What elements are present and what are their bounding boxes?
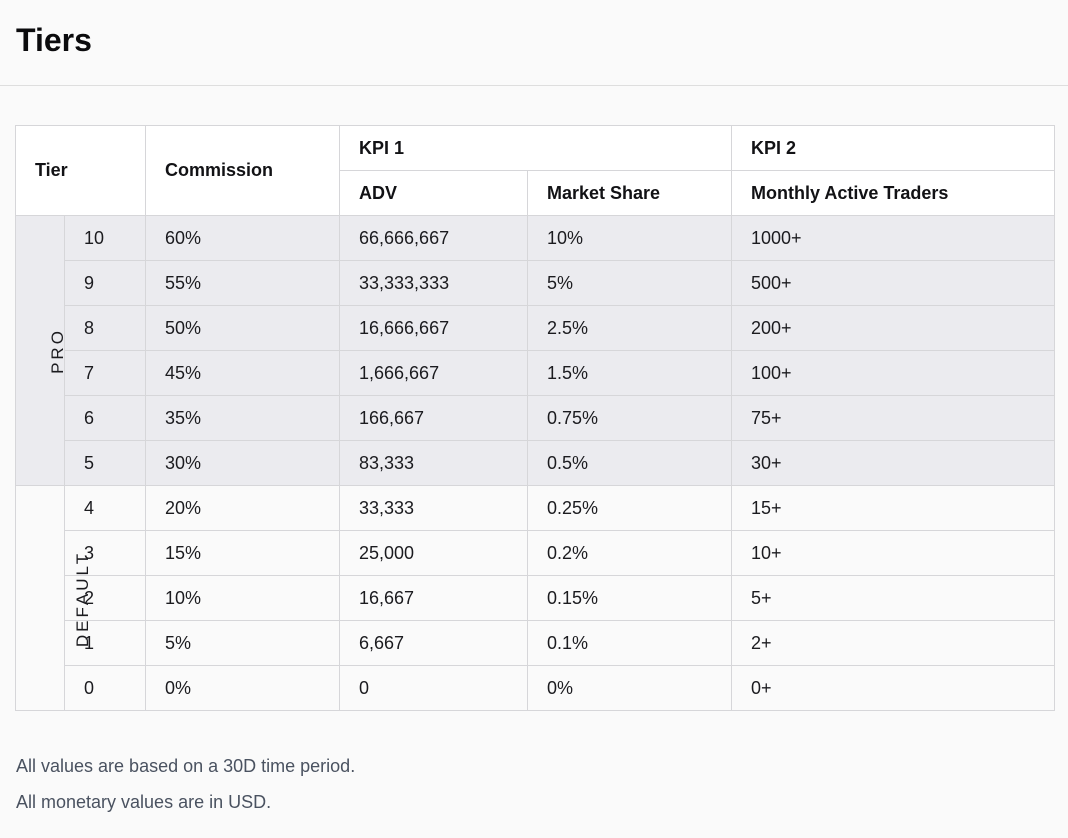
market-share-cell: 10% bbox=[527, 215, 732, 261]
commission-cell: 45% bbox=[145, 350, 340, 396]
commission-cell: 5% bbox=[145, 620, 340, 666]
tier-cell: 6 bbox=[64, 395, 146, 441]
tier-cell: 10 bbox=[64, 215, 146, 261]
market-share-cell: 0.5% bbox=[527, 440, 732, 486]
monthly-active-traders-cell: 200+ bbox=[731, 305, 1055, 351]
table-row: 1 5% 6,667 0.1% 2+ bbox=[16, 620, 1055, 666]
footnotes: All values are based on a 30D time perio… bbox=[16, 748, 355, 820]
tier-cell: 1 bbox=[64, 620, 146, 666]
tier-cell: 3 bbox=[64, 530, 146, 576]
table-row: 5 30% 83,333 0.5% 30+ bbox=[16, 440, 1055, 486]
table-row: 2 10% 16,667 0.15% 5+ bbox=[16, 575, 1055, 621]
adv-cell: 1,666,667 bbox=[339, 350, 528, 396]
market-share-cell: 2.5% bbox=[527, 305, 732, 351]
table-row: 7 45% 1,666,667 1.5% 100+ bbox=[16, 350, 1055, 396]
commission-cell: 50% bbox=[145, 305, 340, 351]
group-label-cell: DEFAULT bbox=[15, 485, 92, 711]
footnote-currency: All monetary values are in USD. bbox=[16, 792, 272, 812]
market-share-cell: 0.25% bbox=[527, 485, 732, 531]
market-share-cell: 0.1% bbox=[527, 620, 732, 666]
table-row: DEFAULT 4 20% 33,333 0.25% 15+ bbox=[15, 485, 1055, 711]
adv-cell: 25,000 bbox=[339, 530, 528, 576]
adv-cell: 83,333 bbox=[339, 440, 528, 486]
adv-cell: 33,333,333 bbox=[339, 260, 528, 306]
group-label: DEFAULT bbox=[73, 550, 93, 647]
monthly-active-traders-cell: 75+ bbox=[731, 395, 1055, 441]
page-title: Tiers bbox=[16, 22, 92, 58]
commission-cell: 15% bbox=[145, 530, 340, 576]
market-share-cell: 1.5% bbox=[527, 350, 732, 396]
group-label-cell: PRO bbox=[15, 215, 67, 486]
monthly-active-traders-cell: 5+ bbox=[731, 575, 1055, 621]
adv-cell: 33,333 bbox=[339, 485, 528, 531]
header-kpi2: KPI 2 bbox=[731, 125, 1055, 171]
monthly-active-traders-cell: 100+ bbox=[731, 350, 1055, 396]
footnote-time-period: All values are based on a 30D time perio… bbox=[16, 756, 356, 776]
table-row: 3 15% 25,000 0.2% 10+ bbox=[16, 530, 1055, 576]
table-row: 9 55% 33,333,333 5% 500+ bbox=[16, 260, 1055, 306]
market-share-cell: 0% bbox=[527, 665, 732, 711]
tier-cell: 7 bbox=[64, 350, 146, 396]
table-row: PRO 10 60% 66,666,667 10% 1000+ bbox=[15, 215, 1055, 486]
page-header: Tiers bbox=[0, 0, 1068, 86]
table-row: 6 35% 166,667 0.75% 75+ bbox=[16, 395, 1055, 441]
header-market-share: Market Share bbox=[527, 170, 732, 216]
tier-cell: 9 bbox=[64, 260, 146, 306]
tier-cell: 2 bbox=[64, 575, 146, 621]
adv-cell: 16,666,667 bbox=[339, 305, 528, 351]
commission-cell: 35% bbox=[145, 395, 340, 441]
monthly-active-traders-cell: 15+ bbox=[731, 485, 1055, 531]
tiers-table: Tier Commission KPI 1 KPI 2 ADV Market S… bbox=[15, 125, 1055, 711]
adv-cell: 16,667 bbox=[339, 575, 528, 621]
commission-cell: 10% bbox=[145, 575, 340, 621]
header-commission: Commission bbox=[145, 125, 340, 216]
tier-cell: 5 bbox=[64, 440, 146, 486]
adv-cell: 166,667 bbox=[339, 395, 528, 441]
monthly-active-traders-cell: 2+ bbox=[731, 620, 1055, 666]
tier-cell: 0 bbox=[64, 665, 146, 711]
market-share-cell: 5% bbox=[527, 260, 732, 306]
header-row-sub: ADV Market Share Monthly Active Traders bbox=[16, 170, 1055, 216]
tiers-table-body: PRO 10 60% 66,666,667 10% 1000+ 9 55% 33,333,333… bbox=[15, 215, 1055, 711]
market-share-cell: 0.15% bbox=[527, 575, 732, 621]
table-row: 8 50% 16,666,667 2.5% 200+ bbox=[16, 305, 1055, 351]
commission-cell: 0% bbox=[145, 665, 340, 711]
header-tier: Tier bbox=[15, 125, 146, 216]
monthly-active-traders-cell: 0+ bbox=[731, 665, 1055, 711]
commission-cell: 30% bbox=[145, 440, 340, 486]
commission-cell: 55% bbox=[145, 260, 340, 306]
monthly-active-traders-cell: 500+ bbox=[731, 260, 1055, 306]
monthly-active-traders-cell: 1000+ bbox=[731, 215, 1055, 261]
monthly-active-traders-cell: 10+ bbox=[731, 530, 1055, 576]
adv-cell: 6,667 bbox=[339, 620, 528, 666]
commission-cell: 20% bbox=[145, 485, 340, 531]
header-kpi1: KPI 1 bbox=[339, 125, 732, 171]
table-row: 0 0% 0 0% 0+ bbox=[16, 665, 1055, 711]
group-label: PRO bbox=[47, 328, 67, 374]
tier-cell: 4 bbox=[64, 485, 146, 531]
adv-cell: 66,666,667 bbox=[339, 215, 528, 261]
header-monthly-active-traders: Monthly Active Traders bbox=[731, 170, 1055, 216]
market-share-cell: 0.2% bbox=[527, 530, 732, 576]
header-row-top: Tier Commission KPI 1 KPI 2 bbox=[15, 125, 1055, 216]
commission-cell: 60% bbox=[145, 215, 340, 261]
tiers-table-header: Tier Commission KPI 1 KPI 2 ADV Market S… bbox=[15, 125, 1055, 216]
market-share-cell: 0.75% bbox=[527, 395, 732, 441]
monthly-active-traders-cell: 30+ bbox=[731, 440, 1055, 486]
adv-cell: 0 bbox=[339, 665, 528, 711]
header-adv: ADV bbox=[339, 170, 528, 216]
